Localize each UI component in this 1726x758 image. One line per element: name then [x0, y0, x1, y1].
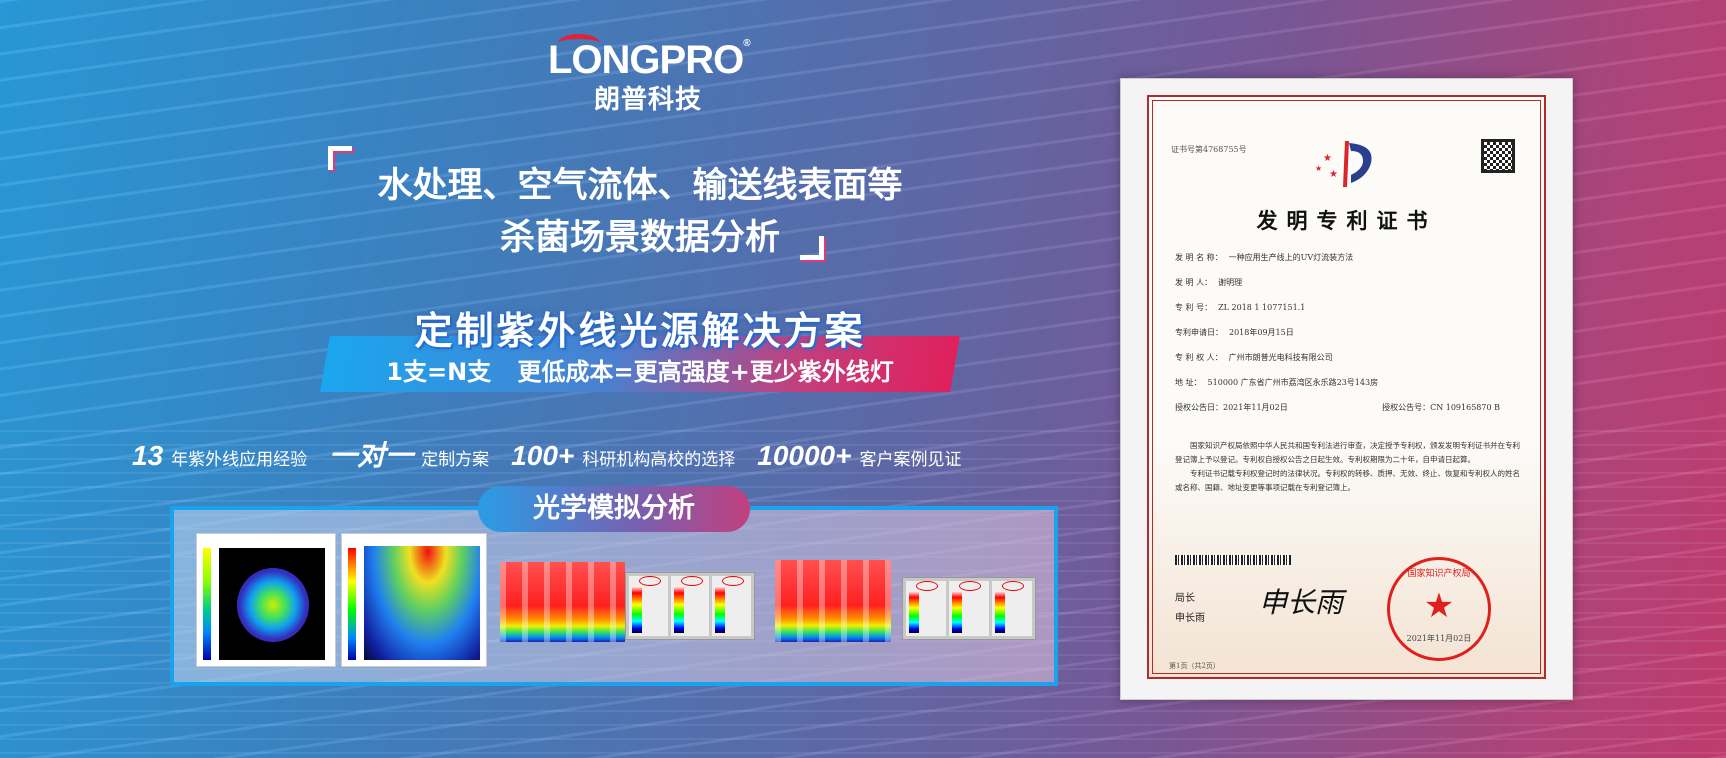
stat-label: 年紫外线应用经验 — [171, 450, 308, 470]
color-scale-bar — [348, 548, 356, 660]
simulation-irradiance-plot — [196, 533, 336, 667]
body-paragraph: 专利证书记载专利权登记时的法律状况。专利权的转移、质押、无效、终止、恢复和专利权… — [1175, 469, 1520, 492]
field-value: 一种应用生产线上的UV灯流装方法 — [1228, 253, 1354, 262]
stat-value: 10000+ — [757, 440, 852, 471]
headline-line-1: 水处理、空气流体、输送线表面等 — [377, 166, 903, 206]
signer-name: 申长雨 — [1175, 613, 1205, 624]
certificate-fields: 发 明 名 称： 一种应用生产线上的UV灯流装方法 发 明 人： 谢明理 专 利 号… — [1175, 245, 1530, 420]
stat-label: 定制方案 — [421, 450, 490, 470]
field-value: 谢明理 — [1218, 278, 1243, 287]
simulation-legends — [902, 577, 1036, 640]
field-value: 2018年09月15日 — [1229, 328, 1294, 337]
signer: 局长 申长雨 — [1175, 589, 1205, 629]
field-value: 510000 广东省广州市荔湾区永乐路23号143房 — [1207, 378, 1379, 387]
simulation-legends — [625, 572, 755, 640]
certificate-number: 证书号第4768755号 — [1171, 145, 1247, 154]
national-emblem-icon: ★ — [1423, 586, 1455, 626]
field-label: 专 利 号： — [1175, 303, 1213, 312]
svg-text:★: ★ — [1323, 153, 1332, 164]
page-number: 第1页（共2页） — [1169, 662, 1220, 670]
logo-text-en: LONGPRO — [548, 38, 744, 82]
field-label: 发 明 名 称： — [1175, 253, 1223, 262]
simulation-heatmap — [500, 562, 625, 642]
stat-value: 100+ — [511, 440, 575, 471]
close-bracket-icon — [800, 236, 824, 260]
svg-text:★: ★ — [1315, 164, 1322, 173]
stat-value: 一对一 — [329, 440, 414, 471]
patent-certificate-frame: 证书号第4768755号 ★ ★ ★ 发明专利证书 发 明 名 称： 一种应用生产线上… — [1120, 78, 1573, 700]
registered-mark: ® — [743, 38, 750, 49]
solution-title: 定制紫外线光源解决方案 — [414, 309, 866, 353]
field-label: 发 明 人： — [1175, 278, 1213, 287]
grant-number: 授权公告号：CN 109165870 B — [1382, 403, 1500, 412]
simulation-scatter-plot — [341, 533, 487, 667]
patent-certificate: 证书号第4768755号 ★ ★ ★ 发明专利证书 发 明 名 称： 一种应用生产线上… — [1147, 95, 1546, 679]
field-label: 专 利 权 人： — [1175, 353, 1223, 362]
certificate-title: 发明专利证书 — [1256, 208, 1437, 233]
official-seal: 国家知识产权局 ★ 2021年11月02日 — [1387, 557, 1491, 661]
field-label: 专利申请日： — [1175, 328, 1223, 337]
solution-subtitle: 1支=N支 更低成本=更高强度+更少紫外线灯 — [386, 358, 894, 386]
brand-logo: LONGPRO® 朗普科技 — [548, 34, 751, 116]
headline-line-2: 杀菌场景数据分析 — [499, 218, 780, 258]
qr-code — [1481, 139, 1515, 173]
headline: 水处理、空气流体、输送线表面等 杀菌场景数据分析 — [330, 160, 950, 264]
stats-row: 13 年紫外线应用经验 一对一 定制方案 100+ 科研机构高校的选择 10000+ 客… — [132, 434, 975, 474]
field-label: 地 址： — [1175, 378, 1202, 387]
open-bracket-icon — [328, 146, 352, 170]
logo-text-cn: 朗普科技 — [593, 85, 702, 115]
optical-analysis-title: 光学模拟分析 — [478, 486, 750, 532]
cnipa-emblem-icon: ★★★ — [1315, 141, 1372, 187]
grant-date: 授权公告日：2021年11月02日 — [1175, 403, 1288, 412]
stat-value: 13 — [132, 440, 164, 471]
certificate-body: 国家知识产权局依照中华人民共和国专利法进行审查，决定授予专利权，颁发发明专利证书… — [1175, 439, 1524, 495]
body-paragraph: 国家知识产权局依照中华人民共和国专利法进行审查，决定授予专利权，颁发发明专利证书… — [1175, 441, 1520, 464]
barcode — [1175, 555, 1291, 565]
stat-label: 客户案例见证 — [859, 450, 962, 470]
seal-date: 2021年11月02日 — [1406, 634, 1472, 643]
field-value: 广州市朗普光电科技有限公司 — [1228, 353, 1333, 362]
simulation-heatmap — [775, 560, 891, 642]
stat-label: 科研机构高校的选择 — [582, 450, 736, 470]
svg-text:★: ★ — [1329, 169, 1338, 180]
signer-title: 局长 — [1175, 593, 1195, 604]
field-value: ZL 2018 1 1077151.1 — [1218, 303, 1306, 312]
seal-text: 国家知识产权局 — [1407, 569, 1471, 579]
color-scale-bar — [203, 548, 211, 660]
signature: 申长雨 — [1259, 586, 1344, 619]
